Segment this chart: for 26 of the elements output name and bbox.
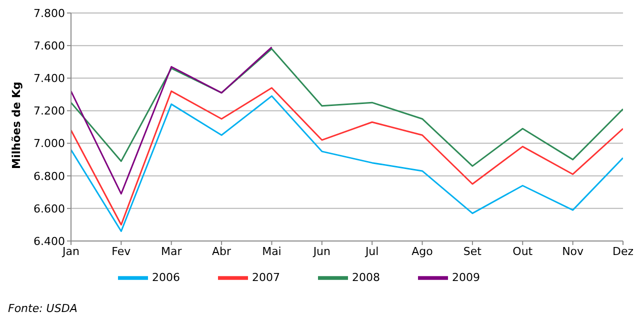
x-tick-label: Jun bbox=[312, 244, 331, 258]
legend-label: 2008 bbox=[352, 271, 380, 284]
y-tick-label: 7.600 bbox=[34, 39, 65, 52]
x-tick-label: Fev bbox=[112, 244, 132, 258]
legend-label: 2009 bbox=[452, 271, 480, 284]
y-tick-label: 6.800 bbox=[34, 170, 65, 183]
y-tick-label: 7.000 bbox=[34, 137, 65, 150]
legend-label: 2006 bbox=[152, 271, 180, 284]
x-tick-label: Dez bbox=[612, 244, 634, 258]
x-tick-label: Out bbox=[512, 244, 534, 258]
source-note: Fonte: USDA bbox=[8, 302, 78, 315]
x-tick-label: Set bbox=[463, 244, 482, 258]
line-series bbox=[71, 48, 623, 167]
y-tick-label: 7.800 bbox=[34, 6, 65, 20]
x-tick-label: Jul bbox=[364, 244, 379, 258]
y-axis-title: Milhões de Kg bbox=[10, 82, 23, 169]
y-tick-label: 7.200 bbox=[34, 104, 65, 118]
x-tick-label: Ago bbox=[412, 244, 434, 258]
x-tick-label: Nov bbox=[562, 244, 584, 258]
x-tick-label: Mar bbox=[160, 244, 182, 258]
line-series bbox=[71, 46, 272, 195]
x-tick-label: Abr bbox=[212, 244, 232, 258]
legend-label: 2007 bbox=[252, 271, 280, 284]
x-tick-label: Mai bbox=[262, 244, 282, 258]
y-tick-label: 6.600 bbox=[34, 202, 65, 216]
y-tick-label: 7.400 bbox=[34, 72, 65, 86]
